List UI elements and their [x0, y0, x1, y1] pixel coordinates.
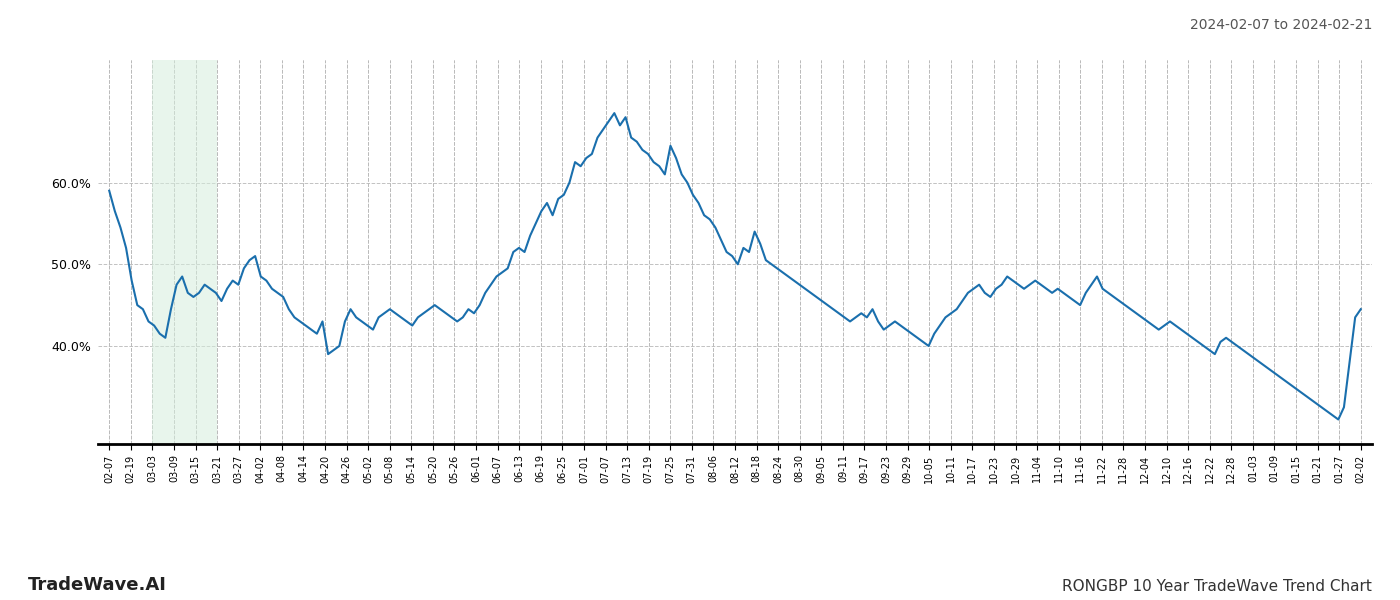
Bar [153, 60, 217, 444]
Text: 2024-02-07 to 2024-02-21: 2024-02-07 to 2024-02-21 [1190, 18, 1372, 32]
Text: RONGBP 10 Year TradeWave Trend Chart: RONGBP 10 Year TradeWave Trend Chart [1063, 579, 1372, 594]
Text: TradeWave.AI: TradeWave.AI [28, 576, 167, 594]
